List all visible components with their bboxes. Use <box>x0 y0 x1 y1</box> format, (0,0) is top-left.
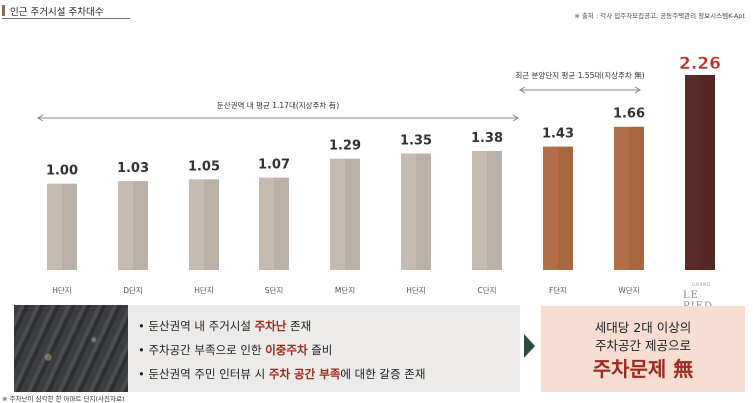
title-marker <box>2 5 5 16</box>
logo-small-text: GRAND <box>692 283 711 288</box>
bar-shade <box>700 74 715 270</box>
annotation-label: 둔산권역 내 평균 1.17대(지상주차 有) <box>217 100 339 110</box>
bar <box>543 146 573 270</box>
issue-list: • 둔산권역 내 주거시설 주차난 존재 • 주차공간 부족으로 인한 이중주차… <box>138 314 425 386</box>
bar <box>472 150 502 270</box>
bar <box>614 126 644 270</box>
bar-shade <box>345 158 360 270</box>
arrow-right-icon <box>512 114 519 122</box>
issue-item: • 둔산권역 내 주거시설 주차난 존재 <box>138 314 425 338</box>
bar-shade <box>133 181 148 270</box>
category-label: M단지 <box>335 285 355 295</box>
bar-value-label: 1.00 <box>46 164 78 179</box>
bar-value-label: 1.07 <box>258 158 290 173</box>
category-label: F단지 <box>549 285 567 295</box>
bar-shade <box>416 153 431 270</box>
solution-line-2: 주차공간 제공으로 <box>595 338 691 353</box>
parking-lot-photo <box>14 305 128 392</box>
category-label: S단지 <box>265 285 284 295</box>
solution-line-1: 세대당 2대 이상의 <box>594 320 692 335</box>
issue-text: • 주차공간 부족으로 인한 <box>138 343 266 357</box>
issue-panel: • 둔산권역 내 주거시설 주차난 존재 • 주차공간 부족으로 인한 이중주차… <box>14 305 520 392</box>
photo-footnote: ※ 주차난이 심각한 한 아파트 단지(사진자료) <box>2 395 125 403</box>
solution-headline: 주차문제 無 <box>592 357 694 381</box>
category-label: W단지 <box>618 285 639 295</box>
bar-value-label: 1.05 <box>188 159 220 174</box>
issue-item: • 둔산권역 주민 인터뷰 시 주차 공간 부족에 대한 갈증 존재 <box>138 362 425 386</box>
section-title: 인근 주거시설 주차대수 <box>10 7 104 18</box>
arrow-right-icon <box>524 334 535 358</box>
arrow-right-icon <box>634 86 641 94</box>
bar <box>189 179 219 270</box>
issue-highlight: 주차난 <box>254 319 287 333</box>
bar-shade <box>487 150 502 270</box>
bar <box>118 181 148 270</box>
issue-highlight: 이중주차 <box>265 343 308 357</box>
category-label: H단지 <box>194 285 213 295</box>
bar <box>401 153 431 270</box>
bar-value-label: 1.03 <box>117 161 149 176</box>
bar-value-label: 1.43 <box>542 127 574 142</box>
issue-text: 즐비 <box>307 343 333 357</box>
section-title-bar: 인근 주거시설 주차대수 <box>2 2 130 19</box>
category-label: D단지 <box>123 285 143 295</box>
source-note: ※ 출처 : 각사 입주자모집공고, 공동주택관리 정보시스템K-Apt <box>574 12 745 20</box>
parking-bar-chart: 1.00 H단지 1.03 D단지 1.05 H단지 1.07 S단지 1.29 M단지 1.35 H… <box>37 54 721 295</box>
bar-value-label: 1.29 <box>329 139 361 154</box>
category-label: C단지 <box>477 285 496 295</box>
bar-value-label: 1.66 <box>613 107 645 122</box>
bar-shade <box>558 146 573 270</box>
category-label: H단지 <box>406 285 425 295</box>
category-label: H단지 <box>52 285 71 295</box>
bar-shade <box>274 177 289 270</box>
issue-item: • 주차공간 부족으로 인한 이중주차 즐비 <box>138 338 425 362</box>
annotation-label: 최근 분양단지 평균 1.55대(지상주차 無) <box>515 70 644 80</box>
bar <box>330 158 360 270</box>
le-pied-logo: GRAND LE PIED <box>678 283 720 312</box>
bar <box>47 183 77 270</box>
bar <box>259 177 289 270</box>
bar <box>685 74 715 270</box>
issue-text: • 둔산권역 내 주거시설 <box>138 319 255 333</box>
issue-text: 존재 <box>286 319 312 333</box>
bar-shade <box>62 183 77 270</box>
bar-value-label: 1.38 <box>471 131 503 146</box>
issue-highlight: 주차 공간 부족 <box>268 367 341 381</box>
bar-shade <box>629 126 644 270</box>
arrow-left-icon <box>37 114 44 122</box>
issue-text: 에 대한 갈증 존재 <box>340 367 426 381</box>
bar-value-label: 2.26 <box>679 54 721 74</box>
bar-shade <box>204 179 219 270</box>
issue-text: • 둔산권역 주민 인터뷰 시 <box>138 367 269 381</box>
arrow-left-icon <box>519 86 526 94</box>
bar-value-label: 1.35 <box>400 133 432 148</box>
solution-panel: 세대당 2대 이상의 주차공간 제공으로 주차문제 無 <box>541 306 745 392</box>
